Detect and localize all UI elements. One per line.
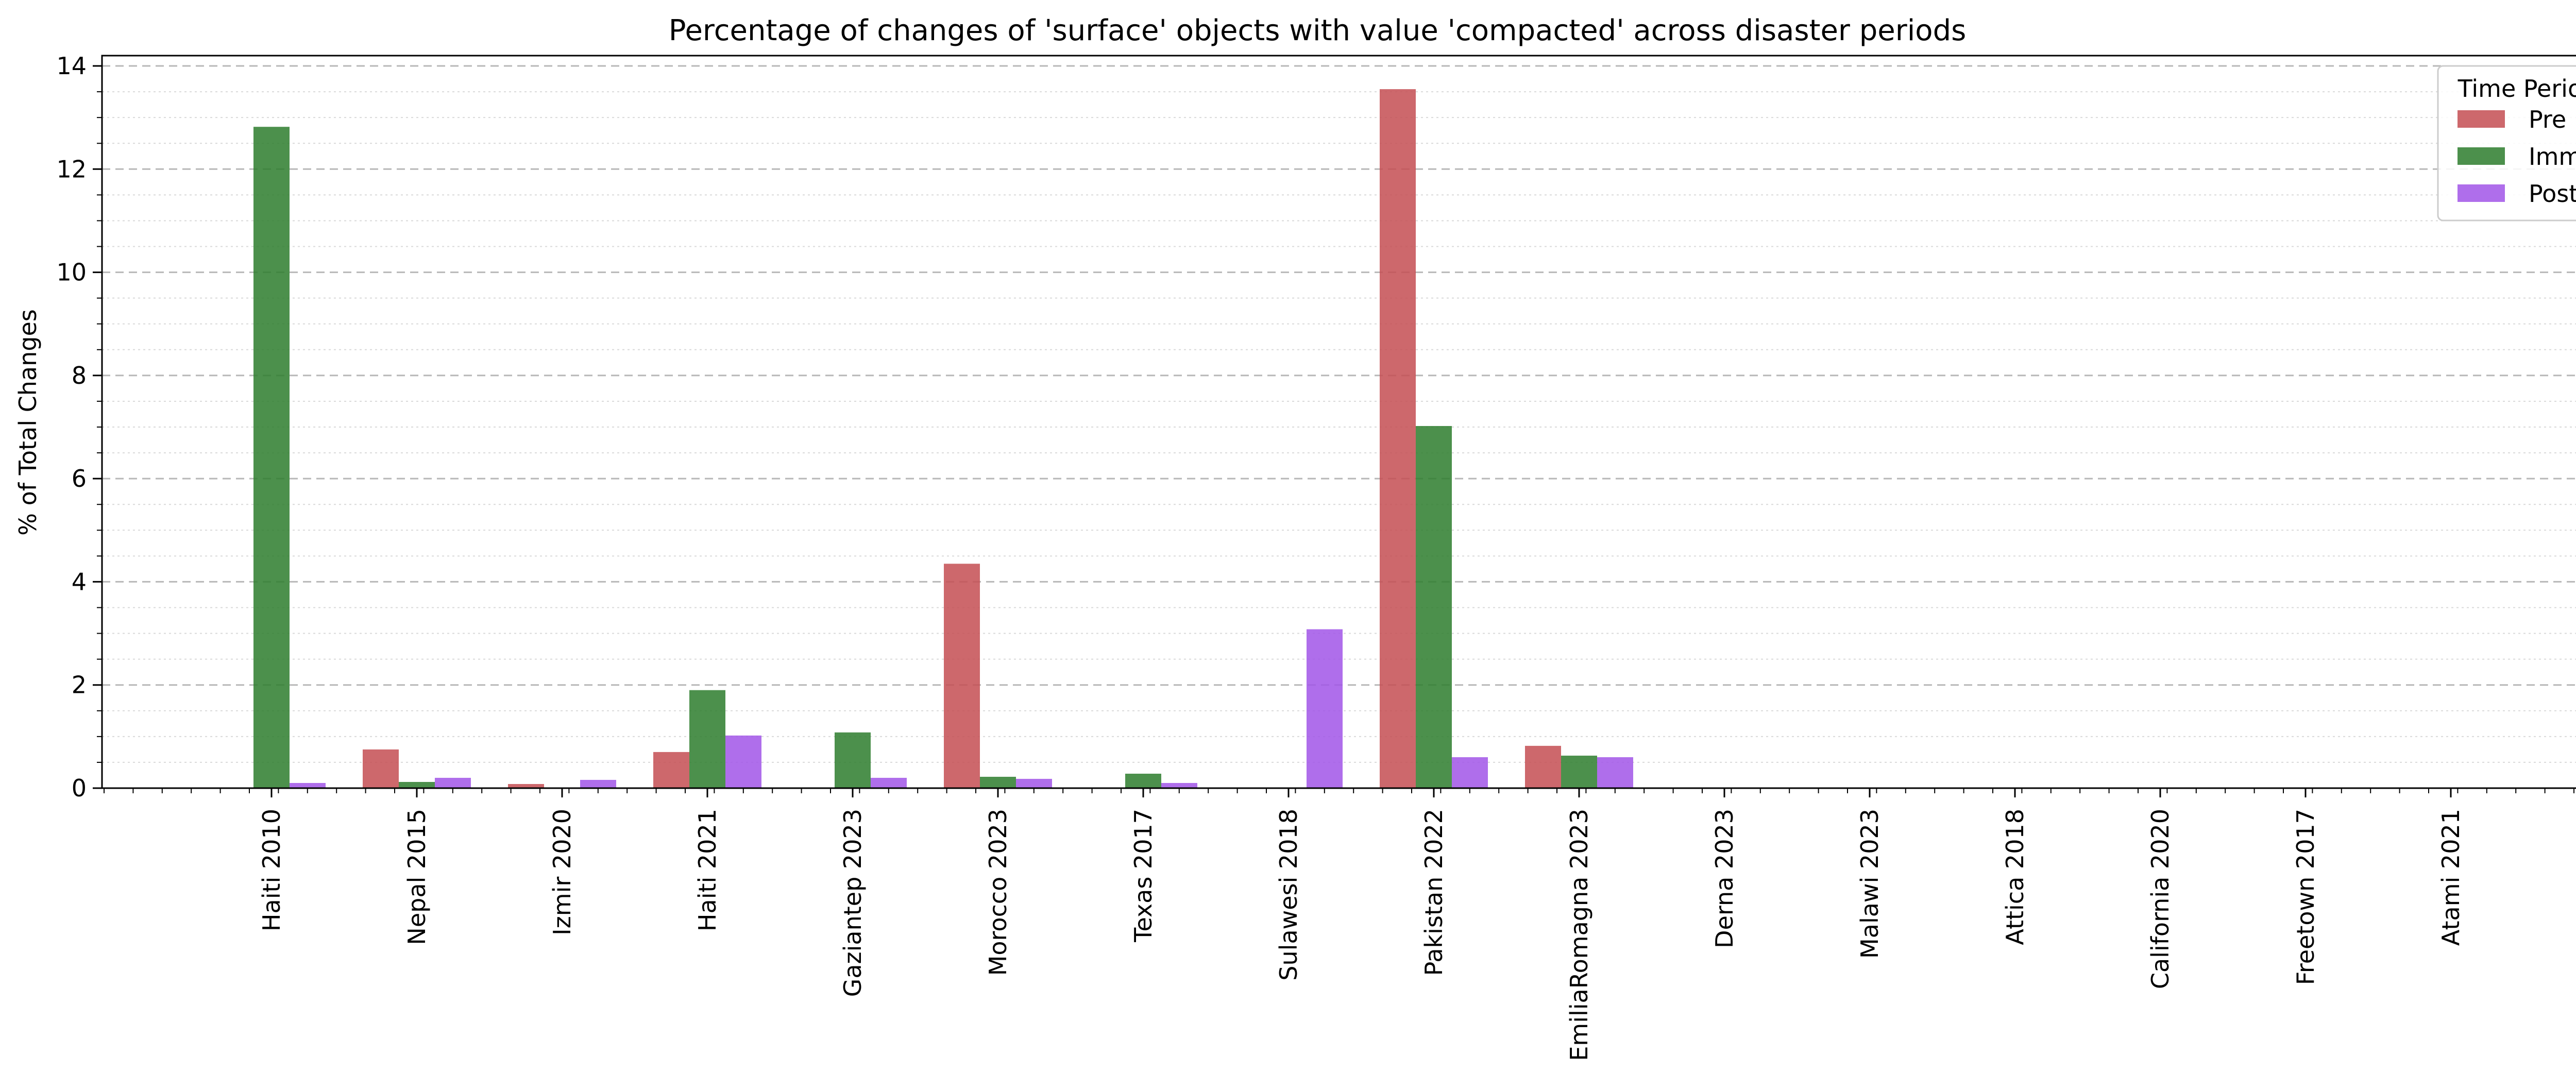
x-tick-label: California 2020 bbox=[2146, 809, 2174, 989]
x-tick-label: Atami 2021 bbox=[2437, 809, 2465, 946]
x-tick-label: Morocco 2023 bbox=[984, 809, 1012, 976]
bar-pre-9 bbox=[1525, 745, 1561, 788]
y-tick-label: 10 bbox=[56, 259, 87, 286]
bar-imm-5 bbox=[980, 776, 1016, 788]
bar-pre-1 bbox=[363, 749, 399, 788]
legend-label-post: Post bbox=[2529, 180, 2576, 208]
x-tick-label: Haiti 2010 bbox=[258, 809, 285, 931]
bar-post-4 bbox=[871, 777, 907, 788]
bar-imm-1 bbox=[399, 781, 435, 788]
axes-layer: 0 2 4 6 8 10 12 14 Haiti 2010 Nepal 2015 Izmir 202… bbox=[56, 52, 2576, 1061]
y-tick-label: 12 bbox=[56, 155, 87, 183]
legend-label-pre: Pre bbox=[2529, 106, 2566, 133]
x-tick-label: Gaziantep 2023 bbox=[839, 809, 867, 997]
bar-post-0 bbox=[290, 782, 326, 788]
bars-layer bbox=[253, 89, 1633, 789]
bar-pre-8 bbox=[1380, 89, 1416, 788]
bar-pre-3 bbox=[653, 752, 689, 788]
legend-label-imm: Imm bbox=[2529, 143, 2576, 171]
y-tick-label: 6 bbox=[72, 465, 87, 492]
legend-swatch-post bbox=[2458, 184, 2505, 202]
x-tick-label: Texas 2017 bbox=[1129, 809, 1157, 943]
bar-imm-8 bbox=[1416, 426, 1452, 788]
x-tick-label: Haiti 2021 bbox=[693, 809, 721, 931]
y-tick-label: 14 bbox=[56, 52, 87, 80]
x-tick-label: EmiliaRomagna 2023 bbox=[1565, 809, 1593, 1061]
x-tick-label: Freetown 2017 bbox=[2292, 809, 2319, 985]
bar-post-8 bbox=[1452, 757, 1488, 788]
bar-imm-0 bbox=[253, 127, 290, 789]
plot-frame bbox=[101, 55, 2576, 789]
x-tick-label: Pakistan 2022 bbox=[1420, 809, 1448, 976]
bar-pre-5 bbox=[944, 564, 980, 788]
bar-pre-2 bbox=[508, 784, 544, 788]
bar-post-3 bbox=[725, 735, 761, 788]
bar-post-9 bbox=[1597, 757, 1633, 788]
y-tick-label: 4 bbox=[72, 568, 87, 595]
x-tick-label: Attica 2018 bbox=[2001, 809, 2029, 945]
grid-layer bbox=[102, 65, 2576, 763]
bar-imm-3 bbox=[689, 690, 725, 788]
bar-post-7 bbox=[1307, 629, 1343, 788]
legend-swatch-imm bbox=[2458, 147, 2505, 165]
y-tick-label: 0 bbox=[72, 774, 87, 802]
bar-post-1 bbox=[435, 777, 471, 788]
legend-frame bbox=[2437, 65, 2576, 222]
bar-post-5 bbox=[1016, 778, 1052, 788]
x-tick-label: Malawi 2023 bbox=[1856, 809, 1884, 959]
x-tick-label: Izmir 2020 bbox=[548, 809, 576, 935]
legend-title: Time Period bbox=[2458, 75, 2576, 103]
x-tick-label: Sulawesi 2018 bbox=[1275, 809, 1302, 981]
y-tick-label: 2 bbox=[72, 671, 87, 699]
y-tick-label: 8 bbox=[72, 362, 87, 389]
bar-imm-9 bbox=[1561, 755, 1597, 788]
bar-imm-6 bbox=[1125, 773, 1161, 788]
x-tick-label: Derna 2023 bbox=[1710, 809, 1738, 948]
legend-swatch-pre bbox=[2458, 110, 2505, 128]
bar-post-2 bbox=[580, 779, 616, 788]
legend: Time Period Pre Imm Post bbox=[2437, 65, 2576, 222]
legend-entries: Pre Imm Post bbox=[2458, 106, 2576, 208]
bar-post-6 bbox=[1161, 782, 1197, 788]
y-axis-label: % of Total Changes bbox=[14, 309, 42, 535]
chart-title: Percentage of changes of 'surface' objec… bbox=[669, 14, 1967, 47]
bar-imm-4 bbox=[835, 732, 871, 788]
x-tick-label: Nepal 2015 bbox=[403, 809, 431, 945]
